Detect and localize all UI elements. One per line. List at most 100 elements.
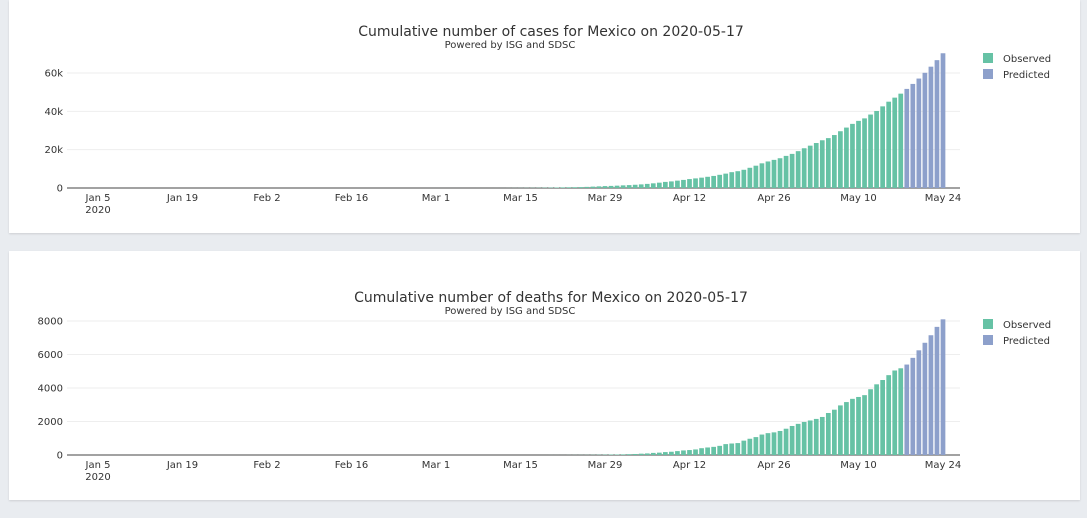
- observed-bar: [813, 143, 819, 188]
- observed-bar: [687, 179, 692, 188]
- observed-bar: [898, 93, 904, 188]
- observed-bar: [675, 451, 680, 455]
- deaths-chart: Cumulative number of deaths for Mexico o…: [38, 290, 1052, 483]
- observed-bar: [650, 452, 656, 455]
- x-tick-label: Jan 5: [85, 460, 111, 471]
- x-tick-label: Feb 2: [253, 460, 280, 471]
- observed-bar: [663, 452, 668, 455]
- observed-bar: [783, 155, 789, 188]
- predicted-bar: [916, 350, 922, 455]
- observed-bar: [735, 443, 741, 455]
- observed-bar: [795, 151, 801, 188]
- y-tick-label: 60k: [44, 69, 63, 80]
- predicted-bar: [910, 357, 916, 455]
- legend-item-observed[interactable]: Observed: [983, 319, 1051, 331]
- observed-bar: [765, 433, 771, 455]
- observed-bar: [620, 185, 626, 188]
- x-tick-label: Apr 12: [673, 193, 706, 204]
- x-tick-label: Apr 26: [757, 193, 790, 204]
- observed-bar: [771, 432, 777, 455]
- observed-bar: [832, 135, 837, 188]
- observed-bar: [705, 447, 710, 455]
- observed-bar: [614, 185, 620, 188]
- observed-bar: [892, 370, 898, 455]
- observed-bar: [681, 179, 686, 188]
- observed-bar: [729, 443, 735, 455]
- observed-bar: [723, 444, 729, 455]
- observed-bar: [856, 120, 861, 188]
- x-tick-label: Mar 15: [503, 460, 538, 471]
- observed-bar: [856, 396, 861, 455]
- observed-bar: [874, 110, 879, 188]
- observed-bar: [638, 453, 644, 455]
- predicted-bar: [916, 78, 922, 188]
- observed-bar: [626, 454, 632, 455]
- y-tick-label: 6000: [38, 350, 63, 361]
- x-tick-label: Jan 19: [166, 460, 198, 471]
- legend-swatch: [983, 53, 993, 63]
- observed-bar: [705, 176, 710, 188]
- observed-bar: [868, 389, 873, 455]
- observed-bar: [825, 413, 831, 455]
- y-tick-label: 0: [57, 451, 63, 462]
- observed-bar: [699, 177, 704, 188]
- chart-subtitle: Powered by ISG and SDSC: [445, 306, 576, 317]
- observed-bar: [656, 452, 662, 455]
- x-tick-label: Apr 26: [757, 460, 790, 471]
- predicted-bar: [940, 53, 946, 189]
- predicted-bar: [904, 364, 910, 455]
- observed-bar: [753, 437, 759, 455]
- observed-bar: [560, 187, 566, 188]
- x-tick-label: May 24: [925, 460, 962, 471]
- legend-item-predicted[interactable]: Predicted: [983, 69, 1050, 81]
- x-tick-label: Jan 19: [166, 193, 198, 204]
- observed-bar: [735, 171, 741, 188]
- x-tick-label: Mar 1: [422, 193, 450, 204]
- observed-bar: [789, 425, 795, 455]
- x-tick-label: Feb 16: [335, 193, 369, 204]
- legend-item-observed[interactable]: Observed: [983, 53, 1051, 65]
- predicted-bar: [934, 326, 940, 455]
- predicted-bar: [922, 342, 928, 455]
- observed-bar: [572, 187, 578, 188]
- observed-bar: [880, 106, 885, 188]
- observed-bar: [832, 409, 837, 455]
- observed-bar: [862, 395, 867, 455]
- predicted-bar: [934, 60, 940, 188]
- observed-bar: [874, 384, 879, 455]
- y-tick-label: 20k: [44, 145, 63, 156]
- observed-bar: [844, 402, 849, 455]
- observed-bar: [759, 163, 765, 188]
- predicted-bar: [910, 83, 916, 188]
- chart-title: Cumulative number of deaths for Mexico o…: [354, 290, 748, 306]
- legend-swatch: [983, 319, 993, 329]
- observed-bar: [825, 138, 831, 188]
- x-tick-year: 2020: [85, 472, 110, 483]
- legend-swatch: [983, 335, 993, 345]
- observed-bar: [801, 148, 807, 188]
- observed-bar: [717, 445, 723, 455]
- legend-swatch: [983, 69, 993, 79]
- observed-bar: [886, 101, 892, 188]
- observed-bar: [789, 153, 795, 188]
- legend-item-predicted[interactable]: Predicted: [983, 335, 1050, 347]
- observed-bar: [747, 167, 753, 188]
- observed-bar: [813, 418, 819, 455]
- observed-bar: [838, 131, 843, 188]
- x-tick-label: Feb 2: [253, 193, 280, 204]
- observed-bar: [729, 172, 735, 188]
- chart-subtitle: Powered by ISG and SDSC: [445, 40, 576, 51]
- x-tick-label: Feb 16: [335, 460, 369, 471]
- observed-bar: [626, 185, 632, 188]
- observed-bar: [578, 187, 584, 188]
- observed-bar: [566, 187, 572, 188]
- cases-chart: Cumulative number of cases for Mexico on…: [44, 24, 1051, 216]
- observed-bar: [693, 178, 698, 188]
- x-tick-label: Mar 15: [503, 193, 538, 204]
- observed-bar: [681, 450, 686, 455]
- predicted-bar: [922, 72, 928, 188]
- observed-bar: [807, 420, 813, 455]
- observed-bar: [741, 440, 747, 455]
- observed-bar: [711, 175, 716, 188]
- observed-bar: [644, 453, 650, 455]
